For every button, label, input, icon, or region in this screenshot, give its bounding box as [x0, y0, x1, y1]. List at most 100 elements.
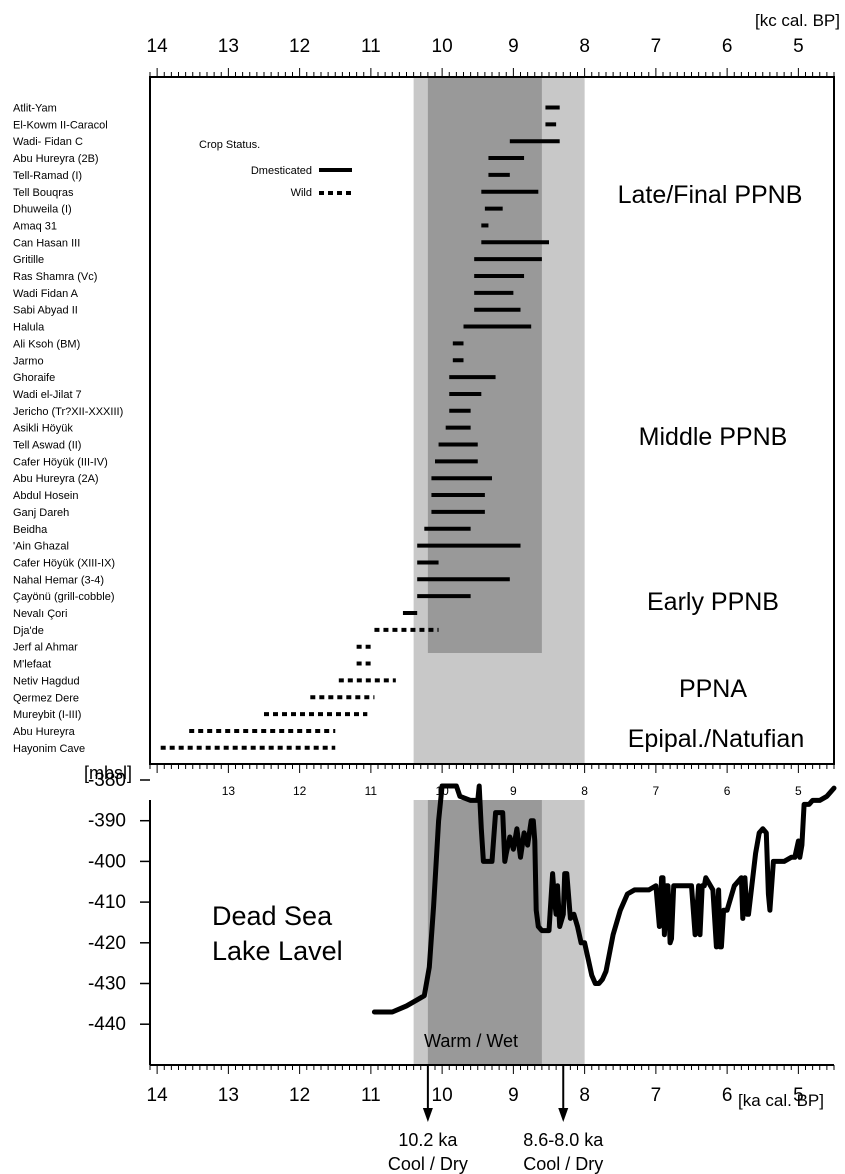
annotation-line1: 10.2 ka	[398, 1130, 458, 1150]
bottom-axis-tick-label: 10	[432, 1085, 453, 1106]
site-label: Abu Hureyra (2A)	[13, 473, 99, 485]
site-label: Cafer Höyük (III-IV)	[13, 456, 108, 468]
site-label: Ali Ksoh (BM)	[13, 338, 80, 350]
phase-label-late-final-ppnb: Late/Final PPNB	[618, 181, 803, 209]
phase-label-ppna: PPNA	[679, 675, 747, 703]
site-label: Ganj Dareh	[13, 507, 69, 519]
warm-wet-label: Warm / Wet	[424, 1031, 518, 1051]
bottom-axis-tick-label: 12	[289, 1085, 310, 1106]
middle-axis-tick-label: 13	[222, 784, 236, 798]
top-axis-tick-label: 5	[793, 36, 804, 57]
bottom-axis-tick-label: 8	[579, 1085, 590, 1106]
site-label: Hayonim Cave	[13, 743, 85, 755]
top-axis-tick-label: 7	[651, 36, 662, 57]
lower-y-axis-label: [mbsl]	[84, 763, 132, 783]
lower-y-tick-label: -420	[88, 933, 126, 954]
site-bars	[160, 105, 560, 750]
site-label: Sabi Abyad II	[13, 305, 78, 317]
top-axis-tick-label: 10	[432, 36, 453, 57]
site-label: Can Hasan III	[13, 237, 80, 249]
site-label: M'lefaat	[13, 659, 51, 671]
phase-label-middle-ppnb: Middle PPNB	[639, 423, 788, 451]
top-axis-tick-label: 13	[218, 36, 239, 57]
middle-axis: 13 12 11 10 9 8 7 6 5	[149, 764, 835, 798]
site-labels: Atlit-Yam El-Kowm II-Caracol Wadi- Fidan C…	[13, 103, 123, 755]
top-axis-unit-label: [kc cal. BP]	[755, 11, 840, 30]
site-label: Abu Hureyra (2B)	[13, 153, 99, 165]
site-label: Amaq 31	[13, 220, 57, 232]
site-label: Çayönü (grill-cobble)	[13, 591, 115, 603]
lower-y-tick-label: -380	[88, 770, 126, 791]
site-label: Jericho (Tr?XII-XXXIII)	[13, 406, 123, 418]
middle-axis-tick-label: 11	[365, 784, 378, 798]
bottom-axis-tick-label: 5	[793, 1085, 804, 1106]
site-label: Gritille	[13, 254, 44, 266]
top-axis-tick-label: 6	[722, 36, 733, 57]
site-label: Abdul Hosein	[13, 490, 78, 502]
site-label: Cafer Höyük (XIII-IX)	[13, 557, 115, 569]
crop-status-legend: Crop Status. Dmesticated Wild	[199, 139, 352, 199]
top-axis-tick-label: 9	[508, 36, 519, 57]
bottom-axis-tick-label: 13	[218, 1085, 239, 1106]
legend-label-wild: Wild	[291, 187, 312, 199]
site-label: Jerf al Ahmar	[13, 642, 78, 654]
annotation-arrow-head	[558, 1108, 569, 1122]
middle-axis-tick-label: 5	[795, 784, 802, 798]
site-label: Ras Shamra (Vc)	[13, 271, 97, 283]
middle-axis-tick-label: 8	[581, 784, 588, 798]
site-label: Tell Aswad (II)	[13, 440, 81, 452]
site-label: Wadi el-Jilat 7	[13, 389, 82, 401]
legend-title: Crop Status.	[199, 139, 260, 151]
site-label: Qermez Dere	[13, 692, 79, 704]
site-label: 'Ain Ghazal	[13, 541, 69, 553]
cool-dry-annotations: 10.2 ka Cool / Dry 8.6-8.0 ka Cool / Dry	[388, 1066, 604, 1174]
site-label: Abu Hureyra	[13, 726, 76, 738]
lower-y-tick-label: -430	[88, 974, 126, 995]
site-label: Wadi- Fidan C	[13, 136, 83, 148]
site-label: Mureybit (I-III)	[13, 709, 81, 721]
annotation-line2: Cool / Dry	[523, 1154, 603, 1174]
bottom-axis-tick-label: 14	[147, 1085, 169, 1106]
site-label: Nevalı Çori	[13, 608, 67, 620]
bottom-axis-tick-label: 11	[361, 1085, 381, 1106]
middle-axis-tick-label: 9	[510, 784, 517, 798]
site-label: El-Kowm II-Caracol	[13, 119, 108, 131]
lower-panel-title-line2: Lake Lavel	[212, 936, 343, 966]
dead-sea-lake-level-line	[371, 783, 837, 1015]
site-label: Netiv Hagdud	[13, 675, 80, 687]
annotation-line2: Cool / Dry	[388, 1154, 468, 1174]
site-label: Beidha	[13, 524, 48, 536]
annotation-line1: 8.6-8.0 ka	[523, 1130, 604, 1150]
site-label: Dja'de	[13, 625, 44, 637]
lower-y-tick-label: -390	[88, 811, 126, 832]
bottom-axis-tick-label: 9	[508, 1085, 519, 1106]
site-label: Halula	[13, 322, 45, 334]
top-axis-tick-label: 12	[289, 36, 310, 57]
warm-wet-band-upper	[427, 77, 542, 653]
site-label: Tell Bouqras	[13, 187, 74, 199]
middle-axis-tick-label: 6	[724, 784, 731, 798]
site-label: Dhuweila (I)	[13, 204, 72, 216]
top-axis: 14 13 12 11 10 9 8 7 6 5	[147, 36, 835, 78]
phase-label-epipal-natufian: Epipal./Natufian	[628, 725, 805, 753]
lower-y-tick-label: -440	[88, 1014, 126, 1035]
site-label: Wadi Fidan A	[13, 288, 79, 300]
site-label: Tell-Ramad (I)	[13, 170, 82, 182]
middle-axis-tick-label: 12	[293, 784, 307, 798]
legend-label-domesticated: Dmesticated	[251, 165, 312, 177]
bottom-axis-tick-label: 7	[651, 1085, 662, 1106]
phase-label-early-ppnb: Early PPNB	[647, 588, 779, 616]
site-label: Nahal Hemar (3-4)	[13, 574, 104, 586]
middle-axis-tick-label: 7	[653, 784, 660, 798]
top-axis-tick-label: 14	[147, 36, 169, 57]
site-label: Ghoraife	[13, 372, 55, 384]
lower-y-tick-label: -400	[88, 851, 126, 872]
bottom-axis-unit-label: [ka cal. BP]	[738, 1091, 824, 1110]
top-axis-tick-label: 8	[579, 36, 590, 57]
lower-y-tick-label: -410	[88, 892, 126, 913]
bottom-axis: 14 13 12 11 10 9 8 7 6 5	[147, 1065, 835, 1106]
site-label: Atlit-Yam	[13, 103, 57, 115]
lower-panel-title-line1: Dead Sea	[212, 901, 333, 931]
bottom-axis-tick-label: 6	[722, 1085, 733, 1106]
site-label: Asikli Höyük	[13, 423, 73, 435]
